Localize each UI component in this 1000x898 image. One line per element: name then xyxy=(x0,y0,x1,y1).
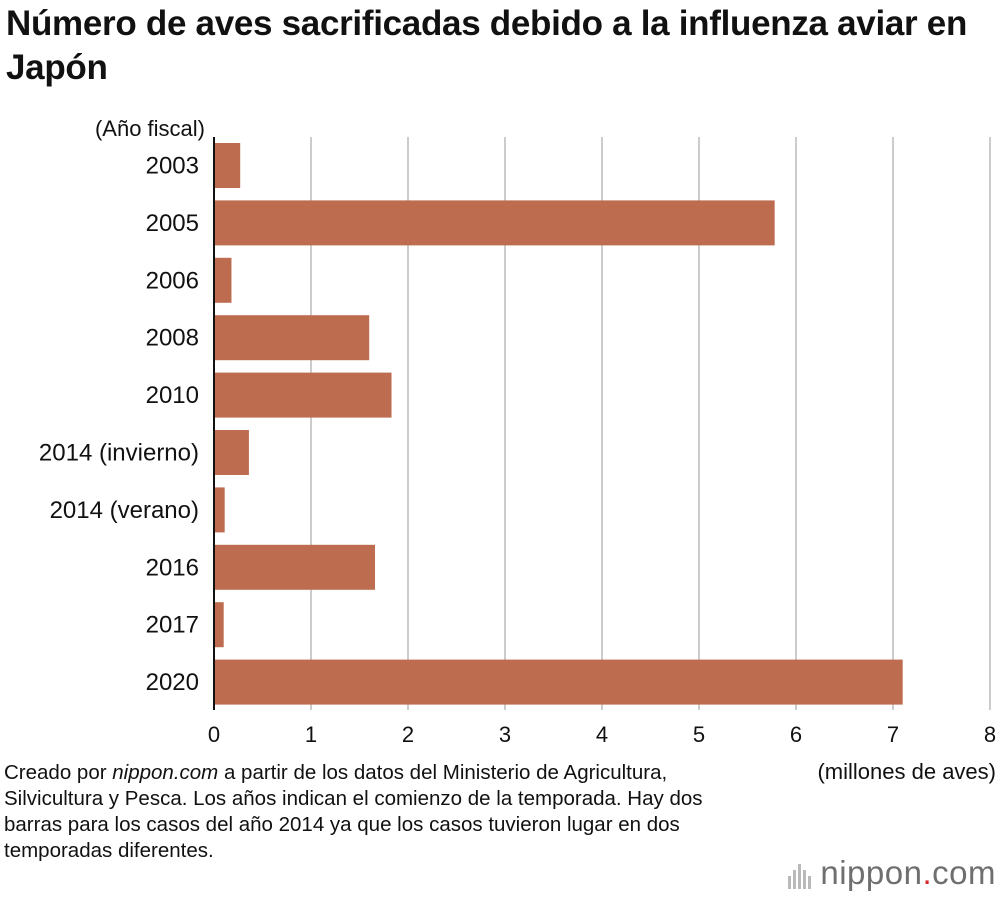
x-tick-label: 0 xyxy=(208,722,220,747)
bar xyxy=(214,659,903,705)
logo-tld: com xyxy=(932,854,996,891)
nippon-logo-bars-icon xyxy=(788,857,812,889)
note-suffix: a partir de los datos del Ministerio de … xyxy=(4,761,703,862)
y-category-label: 2008 xyxy=(146,325,199,352)
nippon-logo: nippon.com xyxy=(788,853,996,893)
y-category-label: 2020 xyxy=(146,669,199,696)
y-category-label: 2010 xyxy=(146,382,199,409)
x-tick-labels: 0 1 2 3 4 5 6 7 8 xyxy=(208,722,996,747)
x-tick-label: 6 xyxy=(790,722,802,747)
bar xyxy=(214,487,225,533)
y-category-labels: 2003 2005 2006 2008 2010 2014 (invierno) 2014 … xyxy=(39,153,199,697)
bar xyxy=(214,257,232,303)
y-category-label: 2014 (invierno) xyxy=(39,440,199,467)
logo-dot: . xyxy=(922,854,933,891)
x-tick-label: 8 xyxy=(984,722,996,747)
note-prefix: Creado por xyxy=(4,761,113,784)
bar-chart: 0 1 2 3 4 5 6 7 8 2003 2005 2006 2008 2010 2014 (invi… xyxy=(39,116,996,784)
note-source: nippon.com xyxy=(112,761,219,784)
x-axis-title: (millones de aves) xyxy=(817,759,996,784)
bars xyxy=(214,143,903,705)
logo-name: nippon xyxy=(820,854,923,891)
bar xyxy=(214,544,376,590)
y-category-label: 2017 xyxy=(146,612,199,639)
y-axis-title: (Año fiscal) xyxy=(95,116,205,141)
logo-text: nippon.com xyxy=(820,853,996,893)
bar xyxy=(214,143,241,188)
x-tick-label: 1 xyxy=(305,722,317,747)
x-tick-label: 4 xyxy=(596,722,608,747)
bar xyxy=(214,200,775,246)
x-tick-label: 2 xyxy=(402,722,414,747)
bar xyxy=(214,430,249,475)
x-tick-label: 3 xyxy=(499,722,511,747)
y-category-label: 2006 xyxy=(146,267,199,294)
y-category-label: 2014 (verano) xyxy=(50,497,199,524)
chart-title: Número de aves sacrificadas debido a la … xyxy=(6,4,968,87)
y-category-label: 2016 xyxy=(146,554,199,581)
x-tick-label: 7 xyxy=(887,722,899,747)
bar xyxy=(214,602,224,648)
x-tick-label: 5 xyxy=(693,722,705,747)
y-category-label: 2003 xyxy=(146,153,199,180)
y-category-label: 2005 xyxy=(146,210,199,237)
source-note: Creado por nippon.com a partir de los da… xyxy=(4,760,744,864)
bar xyxy=(214,372,392,418)
bar xyxy=(214,315,370,361)
